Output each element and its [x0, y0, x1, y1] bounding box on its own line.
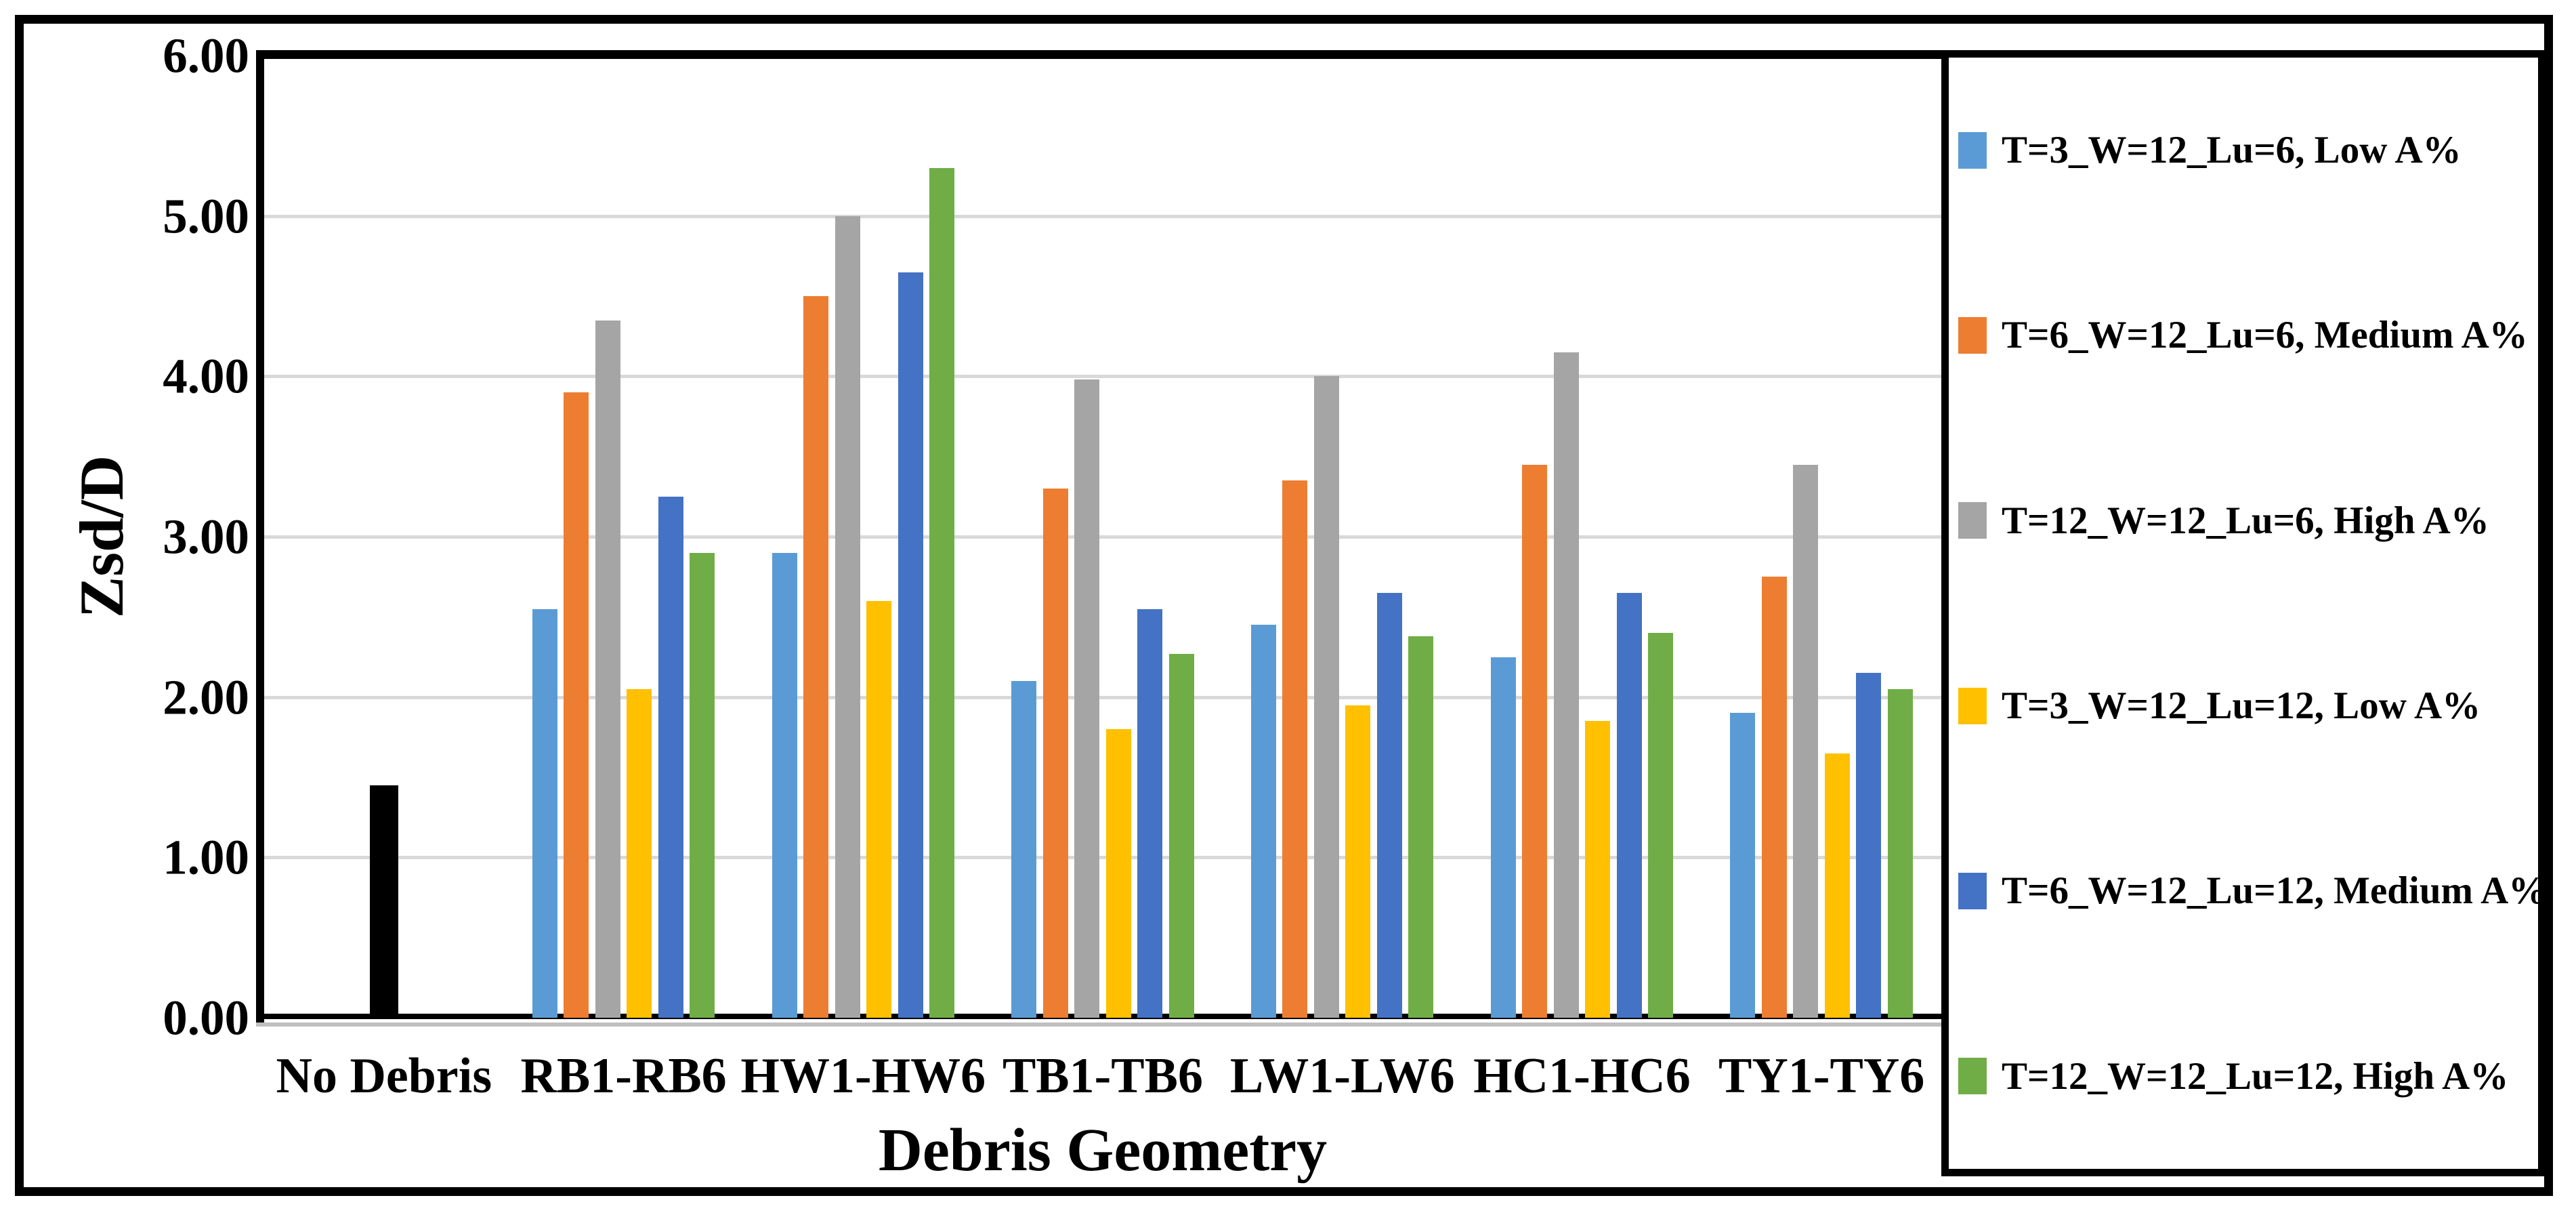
bar-t-3-w-12-lu-6-low-a--rb1-rb6 [532, 608, 557, 1018]
legend-label: T=12_W=12_Lu=6, High A% [2002, 499, 2489, 542]
x-category-label-no-debris: No Debris [276, 1048, 492, 1104]
x-category-label-hc1-hc6: HC1-HC6 [1473, 1048, 1691, 1104]
legend-item: T=3_W=12_Lu=12, Low A% [1958, 684, 2548, 728]
y-tick-label-6.00: 6.00 [163, 28, 249, 83]
gridline-2 [264, 695, 1941, 699]
bar-t-12-w-12-lu-12-high-a--hw1-hw6 [929, 167, 955, 1018]
bar-t-12-w-12-lu-6-high-a--hw1-hw6 [835, 215, 860, 1018]
x-category-label-rb1-rb6: RB1-RB6 [520, 1048, 727, 1104]
bar-t-6-w-12-lu-12-medium-a--hc1-hc6 [1616, 592, 1642, 1018]
bar-t-6-w-12-lu-12-medium-a--rb1-rb6 [658, 496, 683, 1018]
bar-t-3-w-12-lu-6-low-a--hc1-hc6 [1490, 657, 1516, 1018]
legend-item: T=12_W=12_Lu=6, High A% [1958, 499, 2548, 543]
bar-t-12-w-12-lu-6-high-a--rb1-rb6 [595, 320, 620, 1018]
x-axis-shadow-line [256, 1022, 1941, 1027]
bar-t-12-w-12-lu-12-high-a--ty1-ty6 [1887, 688, 1913, 1018]
y-tick-label-0.00: 0.00 [163, 990, 249, 1046]
bar-t-6-w-12-lu-6-medium-a--lw1-lw6 [1282, 480, 1308, 1018]
gridline-4 [264, 375, 1941, 379]
legend-item: T=6_W=12_Lu=12, Medium A% [1958, 869, 2548, 913]
bar-t-3-w-12-lu-12-low-a--lw1-lw6 [1345, 705, 1371, 1018]
y-tick-label-3.00: 3.00 [163, 509, 249, 564]
gridline-5 [264, 214, 1941, 218]
bar-t-6-w-12-lu-6-medium-a--tb1-tb6 [1042, 489, 1068, 1018]
y-tick-label-2.00: 2.00 [163, 669, 249, 725]
legend-item: T=12_W=12_Lu=12, High A% [1958, 1054, 2548, 1098]
legend-swatch-icon [1958, 316, 1987, 354]
bar-t-12-w-12-lu-12-high-a--hc1-hc6 [1648, 633, 1674, 1018]
bar-t-6-w-12-lu-12-medium-a--hw1-hw6 [898, 272, 923, 1018]
bar-t-12-w-12-lu-12-high-a--tb1-tb6 [1168, 653, 1194, 1018]
bar-t-6-w-12-lu-6-medium-a--hc1-hc6 [1522, 464, 1548, 1018]
bar-t-6-w-12-lu-6-medium-a--rb1-rb6 [564, 392, 589, 1018]
bar-t-3-w-12-lu-12-low-a--tb1-tb6 [1105, 729, 1131, 1018]
legend: T=3_W=12_Lu=6, Low A% T=6_W=12_Lu=6, Medi… [1941, 50, 2548, 1176]
x-category-label-hw1-hw6: HW1-HW6 [740, 1048, 986, 1104]
bar-t-3-w-12-lu-6-low-a--hw1-hw6 [772, 552, 797, 1018]
y-axis-title: Zsd/D [67, 455, 136, 619]
bar-t-12-w-12-lu-6-high-a--lw1-lw6 [1313, 376, 1339, 1018]
bar-t-12-w-12-lu-6-high-a--ty1-ty6 [1793, 464, 1819, 1018]
bar-t-6-w-12-lu-6-medium-a--ty1-ty6 [1761, 577, 1787, 1018]
bar-t-12-w-12-lu-12-high-a--lw1-lw6 [1408, 636, 1434, 1018]
bar-t-12-w-12-lu-6-high-a--tb1-tb6 [1074, 379, 1100, 1018]
legend-swatch-icon [1958, 131, 1987, 169]
legend-items: T=3_W=12_Lu=6, Low A% T=6_W=12_Lu=6, Medi… [1958, 58, 2548, 1169]
legend-label: T=6_W=12_Lu=6, Medium A% [2002, 314, 2528, 357]
bar-t-12-w-12-lu-12-high-a--rb1-rb6 [690, 552, 715, 1018]
legend-swatch-icon [1958, 687, 1987, 724]
legend-label: T=12_W=12_Lu=12, High A% [2002, 1054, 2509, 1098]
bar-t-3-w-12-lu-12-low-a--hc1-hc6 [1585, 721, 1611, 1018]
legend-swatch-icon [1958, 1058, 1987, 1095]
bar-t-12-w-12-lu-6-high-a--hc1-hc6 [1553, 352, 1579, 1018]
bar-t-3-w-12-lu-12-low-a--ty1-ty6 [1824, 753, 1850, 1018]
legend-swatch-icon [1958, 872, 1987, 909]
legend-swatch-icon [1958, 502, 1987, 539]
y-axis-line [256, 50, 264, 1024]
bar-t-6-w-12-lu-12-medium-a--lw1-lw6 [1376, 592, 1402, 1018]
legend-label: T=3_W=12_Lu=12, Low A% [2002, 684, 2481, 728]
bar-no-debris-no-debris [369, 785, 398, 1018]
gridline-3 [264, 535, 1941, 539]
bar-t-6-w-12-lu-12-medium-a--tb1-tb6 [1137, 608, 1163, 1018]
y-tick-label-4.00: 4.00 [163, 348, 249, 404]
x-category-label-tb1-tb6: TB1-TB6 [1002, 1048, 1204, 1104]
bar-t-3-w-12-lu-12-low-a--hw1-hw6 [866, 600, 892, 1018]
legend-item: T=3_W=12_Lu=6, Low A% [1958, 128, 2548, 172]
bar-t-6-w-12-lu-12-medium-a--ty1-ty6 [1856, 673, 1882, 1018]
bar-t-3-w-12-lu-6-low-a--ty1-ty6 [1730, 713, 1756, 1018]
outer-border [15, 15, 2553, 1196]
x-category-label-ty1-ty6: TY1-TY6 [1718, 1048, 1925, 1104]
x-axis-title: Debris Geometry [878, 1117, 1328, 1184]
legend-label: T=6_W=12_Lu=12, Medium A% [2002, 869, 2548, 913]
bar-t-3-w-12-lu-6-low-a--lw1-lw6 [1250, 625, 1276, 1018]
legend-label: T=3_W=12_Lu=6, Low A% [2002, 129, 2462, 172]
gridline-1 [264, 856, 1941, 860]
bar-t-3-w-12-lu-12-low-a--rb1-rb6 [627, 688, 652, 1018]
bar-t-6-w-12-lu-6-medium-a--hw1-hw6 [803, 296, 829, 1018]
y-tick-label-1.00: 1.00 [163, 829, 249, 885]
legend-item: T=6_W=12_Lu=6, Medium A% [1958, 313, 2548, 357]
y-tick-label-5.00: 5.00 [163, 188, 249, 244]
bar-t-3-w-12-lu-6-low-a--tb1-tb6 [1011, 681, 1037, 1018]
x-category-label-lw1-lw6: LW1-LW6 [1229, 1048, 1455, 1104]
